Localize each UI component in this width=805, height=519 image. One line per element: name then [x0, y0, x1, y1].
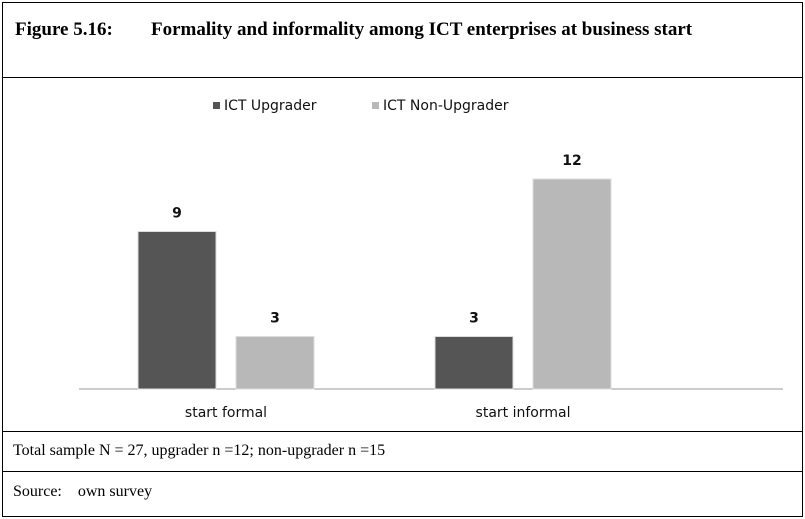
bar [137, 231, 217, 390]
source-label: Source: [13, 483, 62, 500]
title-row: Figure 5.16: Formality and informality a… [3, 3, 802, 78]
value-label: 3 [469, 311, 479, 327]
value-label: 9 [172, 206, 182, 222]
legend-label: ICT Upgrader [224, 98, 317, 114]
legend-label: ICT Non-Upgrader [383, 98, 509, 114]
source-row: Source: own survey [3, 472, 802, 516]
bar [235, 336, 315, 390]
figure-title: Formality and informality among ICT ente… [151, 19, 693, 40]
value-label: 3 [270, 311, 280, 327]
x-tick-label: start formal [185, 405, 267, 421]
legend-swatch [372, 102, 379, 109]
value-label: 12 [562, 153, 581, 169]
bar [434, 336, 514, 390]
legend-swatch [213, 102, 220, 109]
source-text: own survey [77, 483, 153, 500]
x-tick-label: start informal [476, 405, 571, 421]
chart-row: ICT Upgrader ICT Non-Upgrader start formal… [3, 78, 802, 432]
figure-label: Figure 5.16: [15, 19, 113, 40]
chart: ICT Upgrader ICT Non-Upgrader start formal… [79, 98, 783, 421]
note: Total sample N = 27, upgrader n =12; non… [13, 442, 386, 459]
bar [532, 178, 612, 390]
note-row: Total sample N = 27, upgrader n =12; non… [3, 432, 802, 472]
